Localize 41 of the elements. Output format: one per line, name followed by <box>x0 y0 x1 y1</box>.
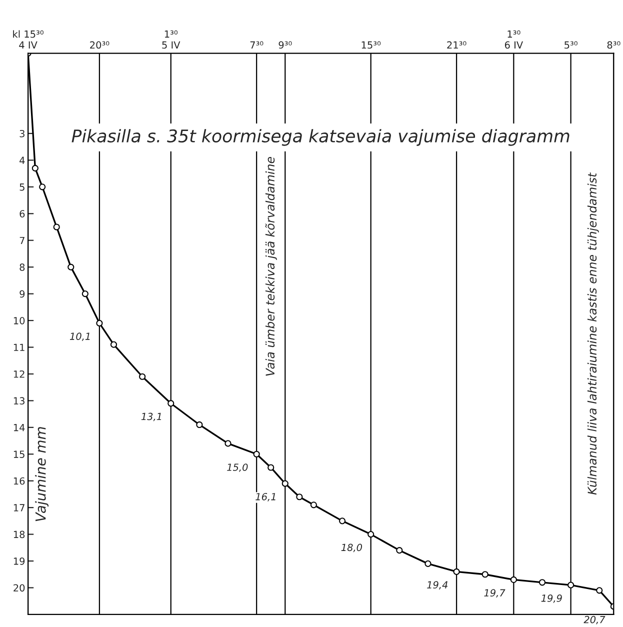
y-tick-label: 18 <box>14 530 25 538</box>
y-tick-label: 5 <box>20 184 24 191</box>
data-label: 20,7 <box>584 616 606 624</box>
data-label: 15,0 <box>227 464 248 472</box>
y-tick-label: 19 <box>14 557 25 565</box>
data-label: 19,9 <box>541 594 562 603</box>
data-label: 10,1 <box>70 332 90 341</box>
y-tick-label: 7 <box>20 236 24 244</box>
y-tick-label: 3 <box>20 130 24 138</box>
y-tick-label: 17 <box>14 504 24 512</box>
y-tick-label: 8 <box>20 264 25 271</box>
y-tick-label: 6 <box>20 210 25 218</box>
text: Pikasilla s. 35t koormisega katsevaia vajumise diagramm <box>72 129 570 146</box>
y-tick-label: 4 <box>20 156 25 164</box>
x-tick-label: kl 15³⁰ 4 IV <box>13 30 44 48</box>
x-tick-label: 20³⁰ <box>90 41 110 49</box>
x-tick-label: 1³⁰ 5 IV <box>162 30 180 49</box>
data-label: 19,4 <box>427 581 448 590</box>
y-tick-label: 15 <box>14 450 24 458</box>
y-tick-label: 9 <box>20 290 25 298</box>
annotation: Külmanud liiva lahtiraiumine kastis enne tühjendamist <box>587 172 599 495</box>
x-tick-label: 21³⁰ <box>447 41 466 48</box>
y-axis-title: Vajumine mm <box>35 427 49 522</box>
x-tick-label: 9³⁰ <box>278 41 292 49</box>
y-tick-label: 14 <box>14 424 25 432</box>
x-tick-label: 8³⁰ <box>607 41 620 49</box>
y-tick-label: 16 <box>14 477 25 485</box>
y-tick-label: 11 <box>14 344 24 351</box>
data-label: 13,1 <box>141 412 162 422</box>
x-tick-label: 5³⁰ <box>564 41 578 49</box>
x-tick-label: 1³⁰ 6 IV <box>504 30 523 49</box>
y-tick-label: 20 <box>14 584 25 592</box>
y-tick-label: 13 <box>14 397 24 405</box>
data-label: 19,7 <box>484 589 506 598</box>
data-label: 18,0 <box>341 544 362 552</box>
y-tick-label: 10 <box>14 316 25 324</box>
annotation: Vaia ümber tekkiva jää kõrvaldamine <box>265 156 277 376</box>
y-tick-label: 12 <box>14 370 24 378</box>
data-label: 16,1 <box>256 492 276 502</box>
x-tick-label: 7³⁰ <box>250 41 264 48</box>
x-tick-label: 15³⁰ <box>362 41 381 49</box>
